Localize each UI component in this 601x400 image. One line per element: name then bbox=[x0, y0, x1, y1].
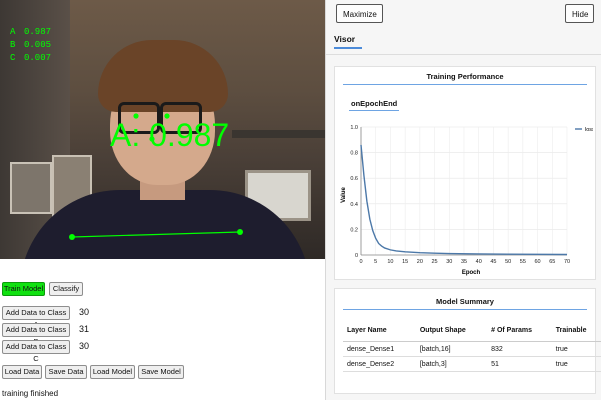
card-title: Training Performance bbox=[426, 72, 504, 81]
confidence-row-a: A 0.987 bbox=[10, 27, 52, 37]
x-tick-label: 15 bbox=[402, 259, 408, 265]
table-cell: 51 bbox=[487, 356, 552, 372]
training-performance-card: Training Performance onEpochEnd 0 0.2 0.4 0… bbox=[334, 66, 596, 280]
train-model-button[interactable]: Train Model bbox=[2, 282, 45, 296]
webcam-feed: A 0.987 B 0.005 C 0.007 A: 0.987 bbox=[0, 0, 325, 259]
x-tick-label: 50 bbox=[505, 259, 511, 265]
model-summary-table: Layer Name Output Shape # Of Params Trai… bbox=[343, 319, 601, 372]
table-cell: dense_Dense1 bbox=[343, 341, 416, 357]
column-header: Layer Name bbox=[343, 319, 416, 342]
confidence-row-c: C 0.007 bbox=[10, 53, 52, 63]
prediction-label: A: 0.987 bbox=[110, 117, 230, 153]
status-text: training finished bbox=[2, 389, 59, 398]
y-tick-label: 0.4 bbox=[350, 202, 358, 208]
y-axis-label: Value bbox=[341, 187, 347, 203]
table-row: dense_Dense1 [batch,16] 832 true bbox=[343, 341, 601, 357]
chart-grid bbox=[360, 126, 568, 256]
x-tick-label: 60 bbox=[535, 259, 541, 265]
class-confidences: A 0.987 B 0.005 C 0.007 bbox=[10, 26, 51, 65]
loss-series-line bbox=[360, 144, 568, 256]
table-cell: dense_Dense2 bbox=[343, 356, 416, 372]
add-data-class-b-button[interactable]: Add Data to Class B bbox=[2, 323, 70, 346]
maximize-button[interactable]: Maximize bbox=[336, 4, 383, 23]
y-tick-label: 0.8 bbox=[350, 151, 358, 157]
tab-onepochend[interactable]: onEpochEnd bbox=[351, 99, 398, 108]
add-data-class-a-button[interactable]: Add Data to Class A bbox=[2, 306, 70, 329]
x-tick-label: 65 bbox=[549, 259, 555, 265]
landmark-point bbox=[69, 234, 75, 240]
x-axis-label: Epoch bbox=[462, 270, 481, 276]
table-cell: [batch,3] bbox=[415, 356, 488, 372]
column-header: Output Shape bbox=[415, 319, 488, 342]
loss-chart: 0 0.2 0.4 0.6 0.8 1.0 0 5 10 15 20 25 30 35 40 45 50 55 6… bbox=[341, 125, 593, 276]
model-summary-card: Model Summary Layer Name Output Shape # … bbox=[334, 288, 601, 394]
x-tick-label: 30 bbox=[446, 259, 452, 265]
hide-button[interactable]: Hide bbox=[565, 4, 594, 23]
save-data-button[interactable]: Save Data bbox=[45, 365, 87, 379]
column-header: # Of Params bbox=[487, 319, 552, 342]
y-tick-labels: 0 0.2 0.4 0.6 0.8 1.0 bbox=[350, 125, 358, 259]
y-tick-label: 1.0 bbox=[350, 125, 358, 131]
add-data-class-c-button[interactable]: Add Data to Class C bbox=[2, 340, 70, 363]
x-tick-label: 35 bbox=[461, 259, 467, 265]
y-tick-label: 0.2 bbox=[350, 227, 358, 233]
x-tick-label: 5 bbox=[374, 259, 377, 265]
confidence-row-b: B 0.005 bbox=[10, 40, 52, 50]
card-title-underline bbox=[343, 309, 587, 310]
background-shelf bbox=[232, 130, 325, 138]
class-a-count: 30 bbox=[79, 307, 90, 317]
table-cell: true bbox=[551, 356, 601, 372]
glasses-right-lens bbox=[160, 102, 202, 134]
landmark-point bbox=[149, 136, 155, 142]
person-hair bbox=[98, 40, 228, 112]
x-tick-label: 25 bbox=[432, 259, 438, 265]
class-b-count: 31 bbox=[79, 324, 90, 334]
x-tick-label: 10 bbox=[387, 259, 393, 265]
table-cell: true bbox=[551, 341, 601, 357]
subtab-underline bbox=[349, 110, 399, 111]
landmark-point bbox=[164, 113, 170, 119]
table-row: dense_Dense2 [batch,3] 51 true bbox=[343, 356, 601, 372]
table-header-row: Layer Name Output Shape # Of Params Trai… bbox=[343, 319, 601, 342]
pose-landmarks-overlay bbox=[69, 113, 243, 240]
card-title-underline bbox=[343, 84, 587, 85]
divider bbox=[326, 54, 601, 55]
x-tick-label: 45 bbox=[490, 259, 496, 265]
class-c-count: 30 bbox=[79, 341, 90, 351]
x-tick-label: 70 bbox=[564, 259, 570, 265]
visor-panel: Maximize Hide Visor Training Performance… bbox=[325, 0, 601, 400]
landmark-point bbox=[237, 229, 243, 235]
table-cell: 832 bbox=[487, 341, 552, 357]
shoulder-line bbox=[71, 231, 241, 238]
save-model-button[interactable]: Save Model bbox=[138, 365, 184, 379]
classify-button[interactable]: Classify bbox=[49, 282, 83, 296]
tab-visor[interactable]: Visor bbox=[334, 34, 356, 44]
x-tick-label: 0 bbox=[359, 259, 362, 265]
y-tick-label: 0.6 bbox=[350, 176, 358, 182]
column-header: Trainable bbox=[551, 319, 601, 342]
load-model-button[interactable]: Load Model bbox=[90, 365, 135, 379]
load-data-button[interactable]: Load Data bbox=[2, 365, 42, 379]
x-tick-labels: 0 5 10 15 20 25 30 35 40 45 50 55 60 65 70 bbox=[359, 259, 570, 265]
x-tick-label: 55 bbox=[520, 259, 526, 265]
x-tick-label: 20 bbox=[417, 259, 423, 265]
x-tick-label: 40 bbox=[476, 259, 482, 265]
tab-underline bbox=[334, 47, 362, 49]
card-title: Model Summary bbox=[436, 297, 494, 306]
glasses-left-lens bbox=[118, 102, 160, 134]
table-cell: [batch,16] bbox=[415, 341, 488, 357]
picture-frame bbox=[10, 162, 52, 214]
y-tick-label: 0 bbox=[355, 253, 358, 259]
legend-label: loss bbox=[585, 127, 593, 133]
landmark-point bbox=[133, 113, 139, 119]
